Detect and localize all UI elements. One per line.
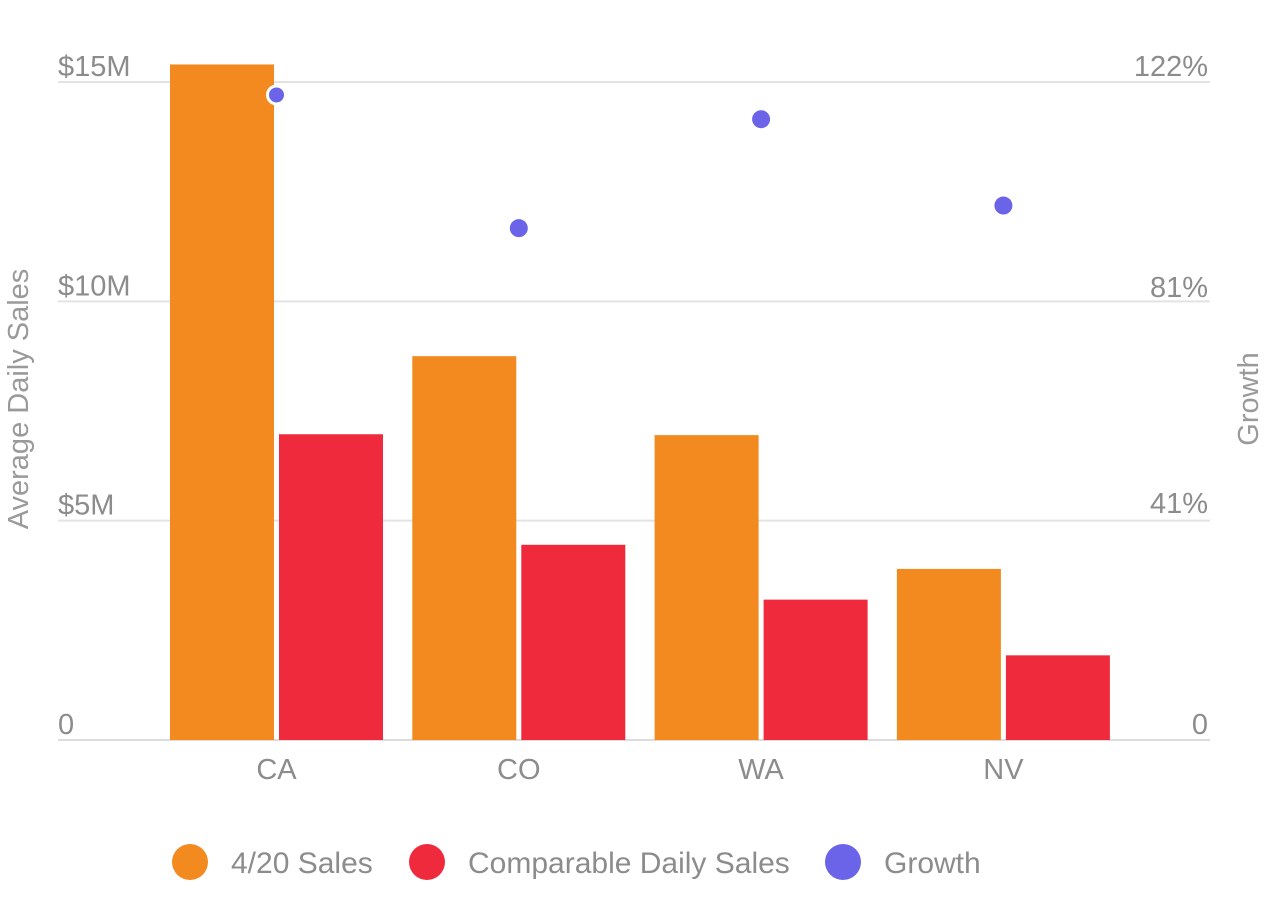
x-tick-label: NV: [983, 754, 1024, 786]
x-axis-ticks: CA CO WA NV: [256, 754, 1024, 786]
y-tick-label: $15M: [58, 51, 131, 83]
x-tick-label: CO: [497, 754, 541, 786]
y-tick-label: 0: [58, 709, 74, 741]
bar-wa-comparable-sales[interactable]: [763, 599, 868, 740]
legend: 4/20 Sales Comparable Daily Sales Growth: [172, 844, 981, 880]
x-tick-label: WA: [738, 754, 784, 786]
legend-swatch: [409, 844, 445, 880]
legend-label: 4/20 Sales: [231, 847, 373, 880]
legend-item[interactable]: Comparable Daily Sales: [409, 844, 790, 880]
y-axis-left-ticks: 0 $5M $10M $15M: [58, 51, 131, 741]
y-axis-right-ticks: 0 41% 81% 122%: [1134, 51, 1208, 741]
growth-points: [266, 84, 1013, 238]
growth-point-nv[interactable]: [994, 196, 1013, 215]
legend-item[interactable]: 4/20 Sales: [172, 844, 373, 880]
y2-tick-label: 122%: [1134, 51, 1208, 83]
growth-point-wa[interactable]: [752, 110, 771, 129]
legend-swatch: [172, 844, 208, 880]
y2-tick-label: 0: [1192, 709, 1208, 741]
bar-nv-sales-420[interactable]: [896, 568, 1001, 740]
y2-tick-label: 81%: [1150, 272, 1208, 304]
x-tick-label: CA: [256, 754, 297, 786]
growth-point-ca[interactable]: [266, 84, 287, 106]
y-tick-label: $5M: [58, 490, 114, 522]
bar-co-sales-420[interactable]: [412, 356, 517, 740]
legend-item[interactable]: Growth: [825, 844, 981, 880]
bar-nv-comparable-sales[interactable]: [1005, 655, 1110, 740]
bar-wa-sales-420[interactable]: [654, 435, 759, 740]
y-axis-left-title: Average Daily Sales: [3, 269, 35, 530]
bar-ca-sales-420[interactable]: [170, 64, 274, 741]
legend-label: Comparable Daily Sales: [468, 847, 790, 880]
bar-ca-comparable-sales[interactable]: [279, 434, 383, 740]
bars: [170, 64, 1110, 741]
growth-point-co[interactable]: [509, 219, 528, 238]
legend-swatch: [825, 844, 861, 880]
legend-label: Growth: [884, 847, 981, 880]
y-tick-label: $10M: [58, 270, 131, 302]
y2-tick-label: 41%: [1150, 488, 1208, 520]
bar-co-comparable-sales[interactable]: [521, 544, 626, 740]
y-axis-right-title: Growth: [1233, 352, 1265, 445]
